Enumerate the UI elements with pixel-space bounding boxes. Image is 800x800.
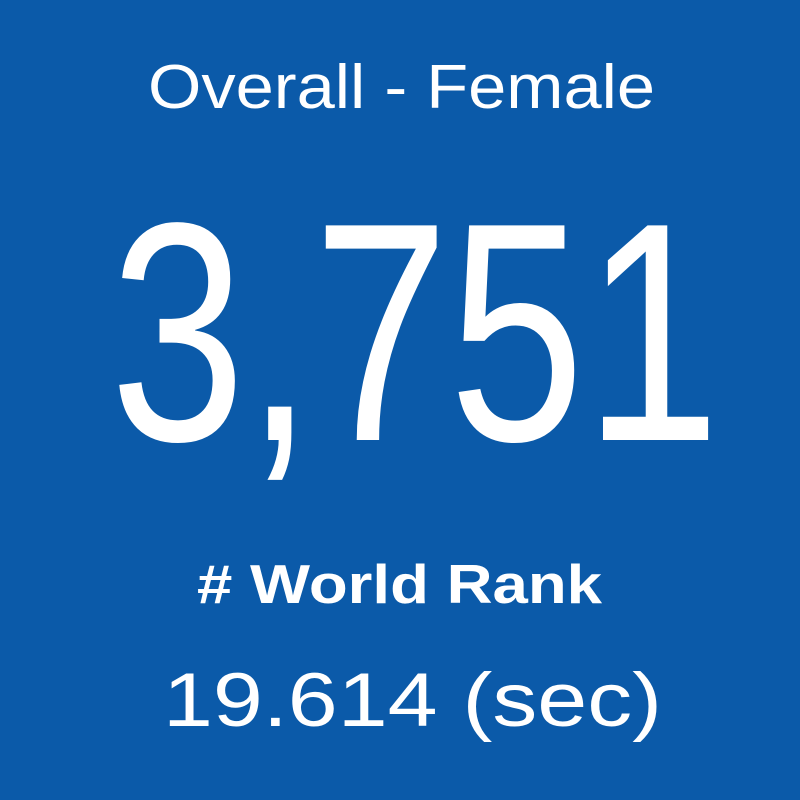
- rank-value: 3,751: [110, 159, 720, 507]
- tile-title: Overall - Female: [148, 53, 655, 122]
- time-value: 19.614 (sec): [163, 658, 662, 743]
- rank-label: # World Rank: [197, 553, 602, 615]
